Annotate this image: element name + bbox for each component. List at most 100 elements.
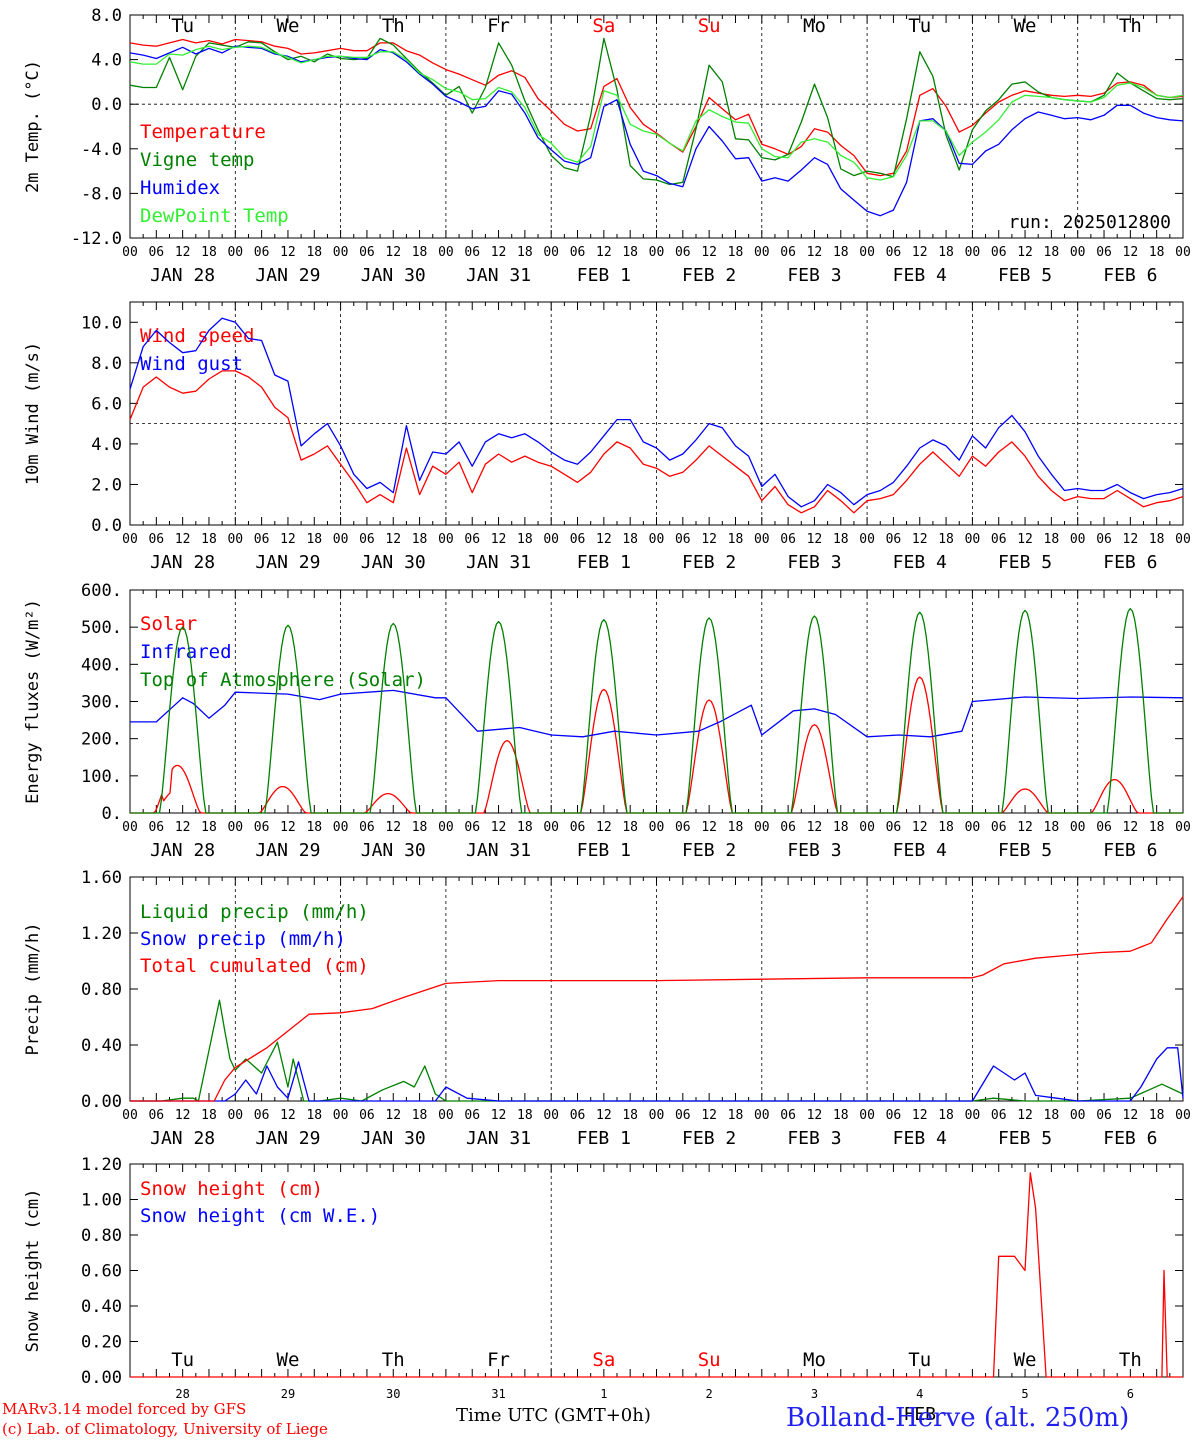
hour-tick-label: 00 [965, 1108, 981, 1123]
y-tick-label: 4.0 [91, 435, 122, 455]
date-label: FEB 3 [787, 265, 841, 286]
hour-tick-label: 06 [359, 532, 375, 547]
hour-tick-label: 06 [570, 820, 586, 835]
legend-series-temperature: Temperature [140, 121, 266, 143]
legend-series-solar: Solar [140, 613, 197, 635]
legend-series-snow-height-cm-w-e: Snow height (cm W.E.) [140, 1205, 380, 1227]
hour-tick-label: 18 [1044, 245, 1060, 260]
hour-tick-label: 00 [543, 245, 559, 260]
y-tick-label: 0.40 [81, 1297, 122, 1317]
hour-tick-label: 06 [570, 532, 586, 547]
y-tick-label: 300. [81, 693, 122, 713]
hour-tick-label: 00 [754, 1108, 770, 1123]
y-tick-label: 0.00 [81, 1092, 122, 1112]
date-label: FEB 4 [893, 552, 947, 573]
hour-tick-label: 12 [807, 820, 823, 835]
date-label: FEB 6 [1103, 1128, 1157, 1149]
weekday-label: Th [1119, 1349, 1142, 1371]
y-tick-label: 6.0 [91, 394, 122, 414]
y-tick-label: -12.0 [71, 229, 122, 249]
hour-tick-label: 12 [280, 245, 296, 260]
series-dewpoint-temp [129, 45, 1184, 181]
hour-tick-label: 12 [1017, 245, 1033, 260]
legend-series-wind-speed: Wind speed [140, 325, 254, 347]
hour-tick-label: 12 [385, 532, 401, 547]
hour-tick-label: 06 [148, 532, 164, 547]
hour-tick-label: 18 [938, 820, 954, 835]
y-tick-label: 8.0 [91, 354, 122, 374]
hour-tick-label: 18 [728, 532, 744, 547]
weekday-label: Sa [592, 15, 615, 37]
hour-tick-label: 00 [1175, 820, 1191, 835]
hour-tick-label: 06 [780, 1108, 796, 1123]
day-number-label: 6 [1127, 1387, 1134, 1401]
date-label: FEB 5 [998, 840, 1052, 861]
hour-tick-label: 00 [965, 820, 981, 835]
hour-tick-label: 06 [254, 532, 270, 547]
hour-tick-label: 06 [780, 820, 796, 835]
hour-tick-label: 06 [991, 532, 1007, 547]
hour-tick-label: 18 [517, 1108, 533, 1123]
y-tick-label: 100. [81, 767, 122, 787]
y-tick-label: 500. [81, 618, 122, 638]
hour-tick-label: 12 [491, 532, 507, 547]
hour-tick-label: 12 [912, 245, 928, 260]
day-number-label: 29 [281, 1387, 295, 1401]
hour-tick-label: 18 [728, 1108, 744, 1123]
date-label: FEB 5 [998, 552, 1052, 573]
hour-tick-label: 06 [1096, 820, 1112, 835]
hour-tick-label: 00 [859, 532, 875, 547]
date-label: FEB 6 [1103, 840, 1157, 861]
hour-tick-label: 00 [965, 245, 981, 260]
hour-tick-label: 06 [675, 820, 691, 835]
hour-tick-label: 12 [807, 245, 823, 260]
hour-tick-label: 12 [175, 1108, 191, 1123]
day-number-label: 30 [386, 1387, 400, 1401]
date-label: FEB 4 [893, 265, 947, 286]
hour-tick-label: 12 [807, 532, 823, 547]
y-tick-label: 0. [102, 804, 122, 824]
hour-tick-label: 06 [254, 245, 270, 260]
weekday-label: Mo [803, 15, 826, 37]
y-tick-label: 400. [81, 655, 122, 675]
hour-tick-label: 12 [385, 245, 401, 260]
hour-tick-label: 12 [1017, 820, 1033, 835]
hour-tick-label: 18 [833, 1108, 849, 1123]
date-label: JAN 29 [255, 1128, 320, 1149]
hour-tick-label: 06 [991, 245, 1007, 260]
weekday-label: Tu [908, 15, 931, 37]
station-name: Bolland-Herve (alt. 250m) [786, 1403, 1130, 1433]
hour-tick-label: 18 [833, 532, 849, 547]
hour-tick-label: 06 [1096, 1108, 1112, 1123]
hour-tick-label: 18 [1044, 820, 1060, 835]
date-label: JAN 30 [361, 552, 426, 573]
day-number-label: 1 [600, 1387, 607, 1401]
hour-tick-label: 12 [701, 532, 717, 547]
date-label: JAN 30 [361, 1128, 426, 1149]
hour-tick-label: 18 [201, 1108, 217, 1123]
hour-tick-label: 00 [649, 1108, 665, 1123]
hour-tick-label: 00 [543, 532, 559, 547]
hour-tick-label: 06 [359, 1108, 375, 1123]
date-label: FEB 1 [577, 265, 631, 286]
hour-tick-label: 18 [306, 820, 322, 835]
model-credit: MARv3.14 model forced by GFS [2, 1400, 247, 1418]
series-temperature [129, 38, 1184, 177]
hour-tick-label: 18 [1149, 1108, 1165, 1123]
series-vigne-temp [129, 37, 1184, 186]
hour-tick-label: 06 [991, 1108, 1007, 1123]
hour-tick-label: 00 [333, 532, 349, 547]
date-label: FEB 6 [1103, 552, 1157, 573]
y-tick-label: 10.0 [81, 313, 122, 333]
hour-tick-label: 06 [780, 532, 796, 547]
date-label: JAN 31 [466, 265, 531, 286]
weekday-label: Tu [171, 15, 194, 37]
hour-tick-label: 18 [938, 1108, 954, 1123]
hour-tick-label: 00 [438, 1108, 454, 1123]
y-tick-label: 0.60 [81, 1262, 122, 1282]
hour-tick-label: 00 [333, 245, 349, 260]
weekday-label: Su [698, 1349, 721, 1371]
hour-tick-label: 12 [912, 532, 928, 547]
y-tick-label: 8.0 [91, 6, 122, 26]
